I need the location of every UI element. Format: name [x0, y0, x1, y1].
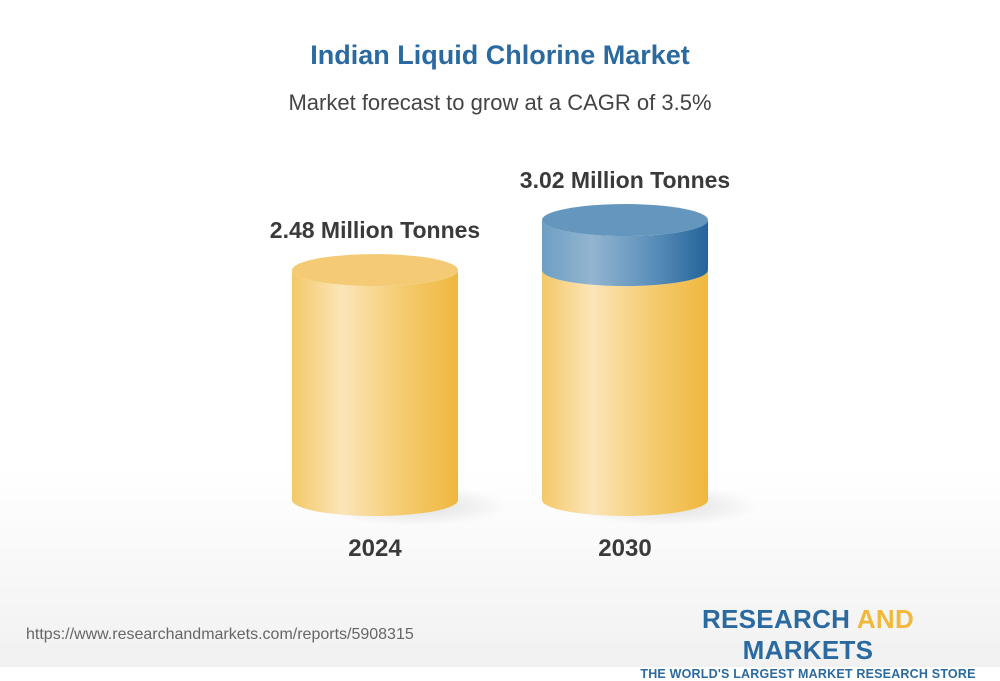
chart-title: Indian Liquid Chlorine Market — [310, 40, 690, 70]
report-url[interactable]: https://www.researchandmarkets.com/repor… — [26, 626, 414, 643]
research-and-markets-logo: RESEARCH AND MARKETS THE WORLD'S LARGEST… — [640, 604, 976, 681]
category-label: 2030 — [598, 535, 651, 562]
cylinder-base-2024 — [292, 270, 458, 516]
logo-text-and: AND — [856, 604, 915, 634]
category-label: 2024 — [348, 535, 402, 562]
cylinder-chart: 2.48 Million Tonnes 2024 3.02 Million Tonn… — [270, 167, 758, 562]
data-label: 3.02 Million Tonnes — [520, 167, 730, 193]
cylinder-growth-2030 — [542, 220, 708, 287]
cylinder-base-2030 — [542, 270, 708, 516]
data-label: 2.48 Million Tonnes — [270, 217, 480, 243]
chart-subtitle: Market forecast to grow at a CAGR of 3.5… — [288, 90, 712, 115]
logo-text-research: RESEARCH — [701, 604, 857, 634]
cylinder-top-2030 — [542, 204, 708, 237]
logo-text-markets: MARKETS — [742, 635, 874, 665]
logo-tagline: THE WORLD'S LARGEST MARKET RESEARCH STOR… — [640, 667, 976, 681]
cylinder-top-2024 — [292, 254, 458, 287]
